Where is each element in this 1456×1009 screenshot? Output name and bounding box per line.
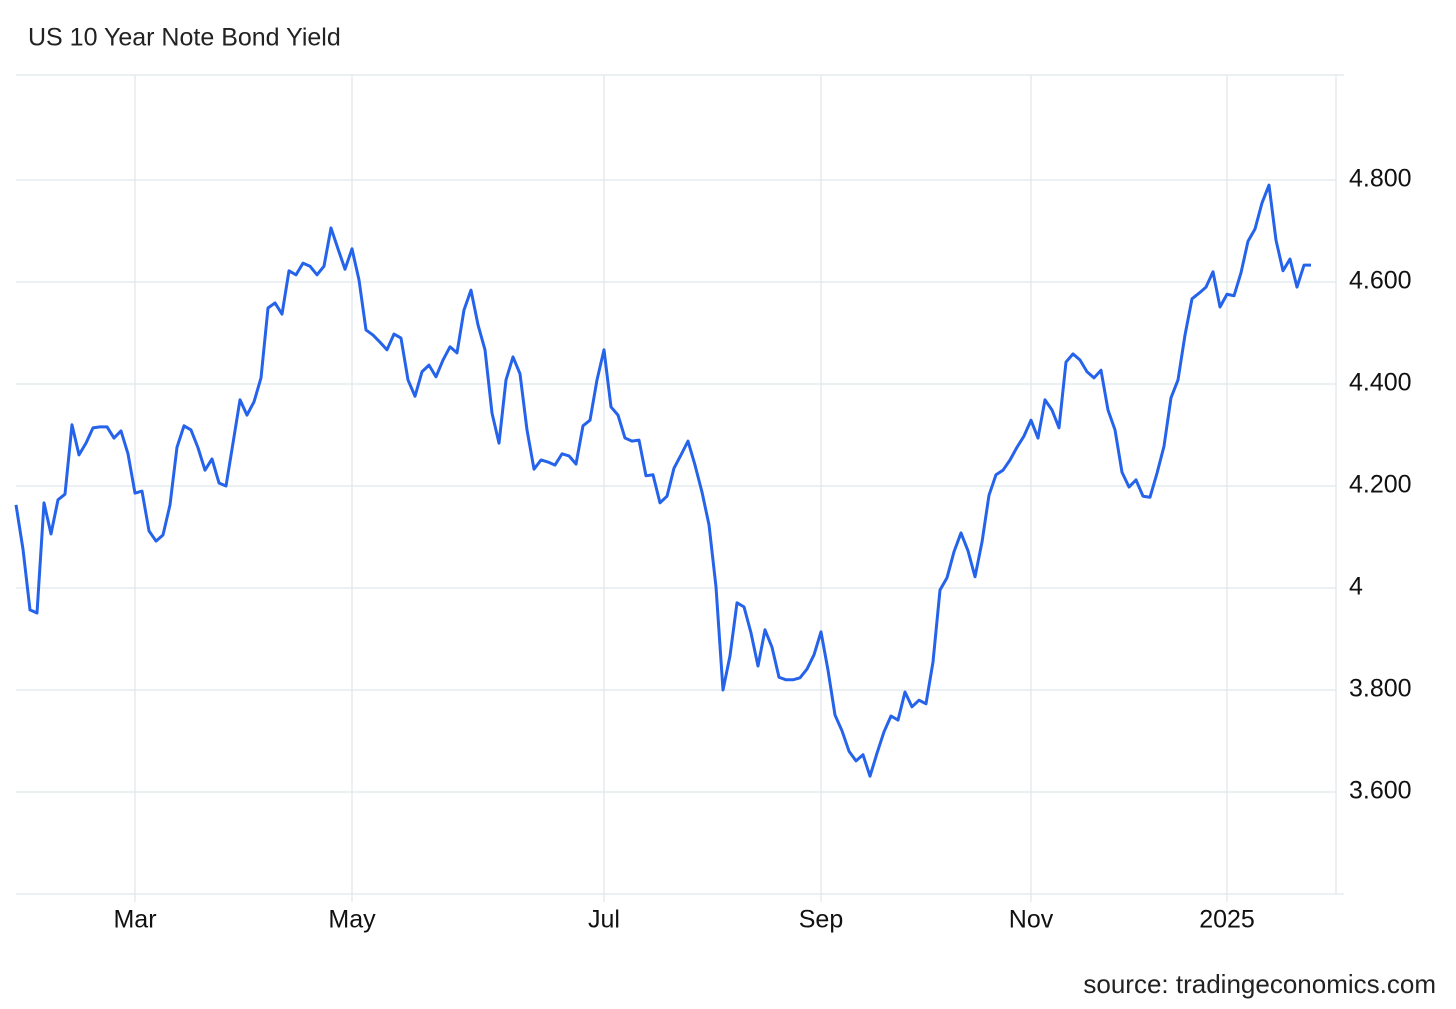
y-tick-label: 4.600 — [1349, 267, 1412, 295]
source-note: source: tradingeconomics.com — [1083, 969, 1436, 999]
chart-title: US 10 Year Note Bond Yield — [28, 24, 341, 52]
x-tick-label: Mar — [113, 906, 156, 934]
x-tick-label: Nov — [1009, 906, 1054, 934]
x-tick-label: 2025 — [1199, 906, 1255, 934]
x-tick-label: Jul — [588, 906, 620, 934]
y-tick-label: 4 — [1349, 573, 1363, 601]
y-tick-label: 4.800 — [1349, 165, 1412, 193]
y-tick-label: 4.200 — [1349, 471, 1412, 499]
yield-line — [14, 183, 1311, 778]
y-tick-label: 3.800 — [1349, 675, 1412, 703]
y-tick-label: 4.400 — [1349, 369, 1412, 397]
y-tick-label: 3.600 — [1349, 777, 1412, 805]
x-tick-label: May — [328, 906, 376, 934]
x-tick-label: Sep — [799, 906, 843, 934]
